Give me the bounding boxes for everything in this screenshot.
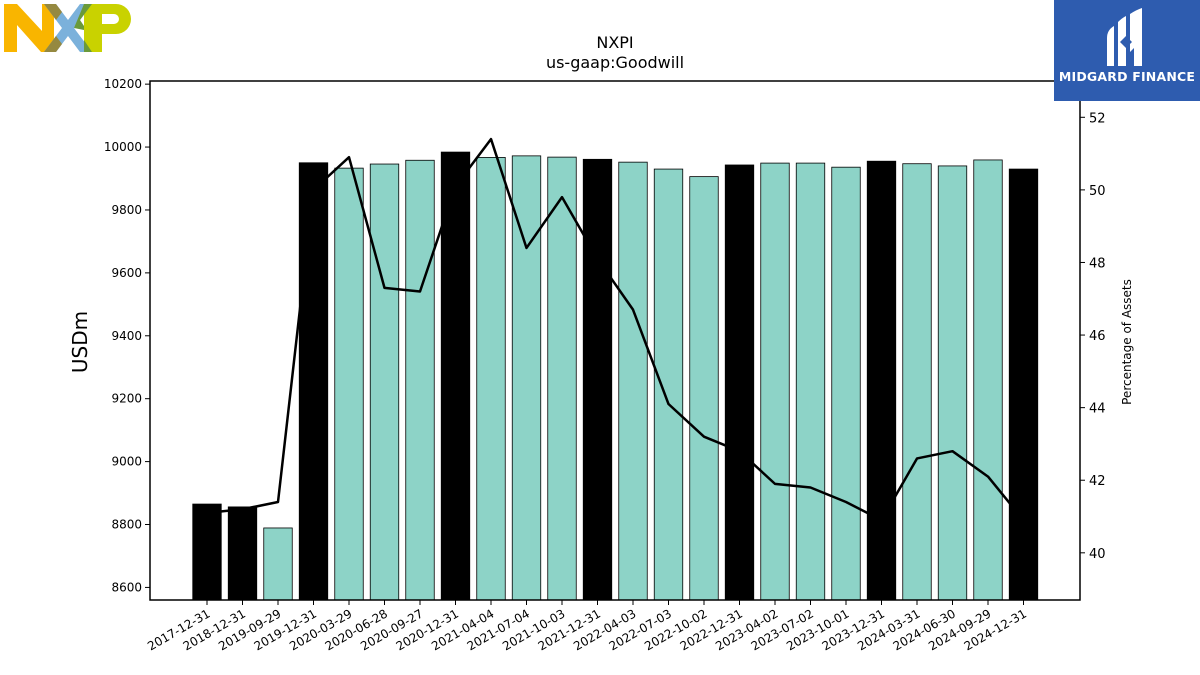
bar (1008, 168, 1039, 601)
y-tick-label: 9800 (111, 203, 142, 217)
bar (263, 527, 293, 601)
y-tick-label: 8600 (111, 580, 142, 594)
midgard-finance-logo-icon (1107, 8, 1142, 66)
bar (760, 162, 790, 601)
bar (618, 161, 648, 601)
bar (369, 163, 400, 601)
y2-tick-label: 44 (1089, 402, 1106, 417)
x-axis: 2017-12-312018-12-312019-09-292019-12-31… (145, 600, 1029, 653)
y-tick-label: 8800 (111, 518, 142, 532)
bar (476, 157, 506, 601)
y-tick-label: 10000 (104, 140, 142, 154)
bar (902, 163, 932, 601)
bar (547, 156, 577, 601)
bar (582, 158, 613, 601)
y-tick-label: 9200 (111, 392, 142, 406)
percentage-line (206, 137, 1025, 522)
bar (866, 160, 897, 601)
plot-frame (149, 80, 1081, 601)
line-group (206, 137, 1025, 522)
y2-tick-label: 50 (1089, 184, 1106, 199)
bar (937, 165, 968, 601)
y2-tick-label: 40 (1089, 547, 1106, 562)
y2-tick-label: 48 (1089, 256, 1106, 271)
chart-subtitle: us-gaap:Goodwill (546, 53, 684, 72)
midgard-finance-logo: MIDGARD FINANCE (1054, 0, 1200, 101)
bar (724, 164, 755, 601)
brand-name: MIDGARD FINANCE (1058, 69, 1196, 84)
bar (973, 159, 1003, 601)
bar (405, 159, 435, 601)
y-tick-label: 10200 (104, 77, 142, 91)
bar (511, 155, 542, 601)
y-tick-label: 9000 (111, 455, 142, 469)
bar (334, 167, 364, 601)
y2-tick-label: 42 (1089, 474, 1106, 489)
y2-axis-label: Percentage of Assets (1120, 279, 1134, 405)
y-tick-label: 9600 (111, 266, 142, 280)
y-axis-left: 8600 8800 9000 9200 9400 9600 9800 10000 10200 (104, 77, 150, 594)
y2-tick-label: 52 (1089, 111, 1106, 126)
nxp-logo-icon (4, 4, 140, 54)
bar (653, 168, 684, 601)
bar (192, 503, 222, 601)
bar (795, 162, 826, 601)
y-tick-label: 9400 (111, 329, 142, 343)
y2-tick-label: 46 (1089, 329, 1106, 344)
y-axis-label: USDm (68, 311, 92, 373)
bar (298, 162, 329, 601)
chart-title: NXPI (596, 33, 633, 52)
bar-group (192, 151, 1039, 601)
bar (831, 166, 861, 601)
bar (689, 176, 719, 601)
bar (227, 506, 258, 601)
bar (440, 151, 471, 601)
y-axis-right: 40 42 44 46 48 50 52 (1080, 111, 1106, 562)
